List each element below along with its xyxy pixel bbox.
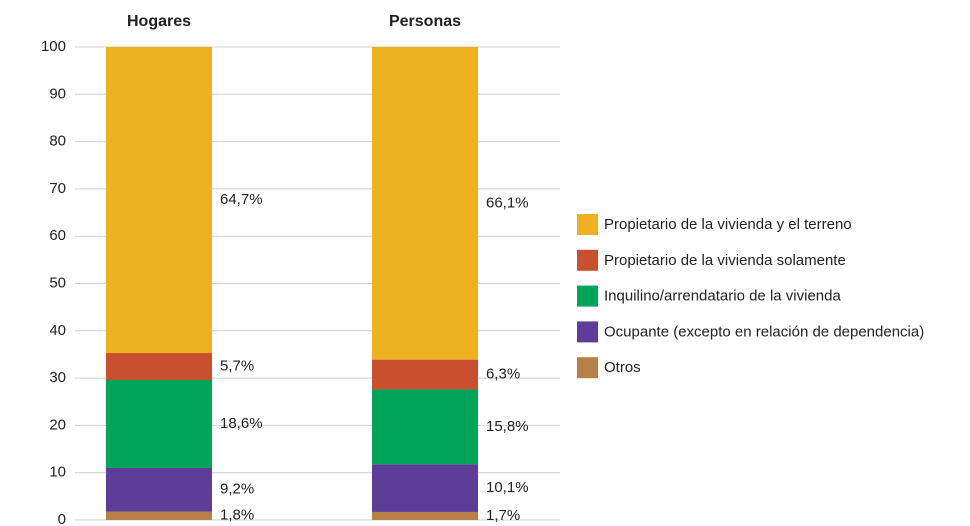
data-label: 1,7%: [486, 507, 520, 524]
bar-segment: [372, 47, 478, 360]
legend-label: Inquilino/arrendatario de la vivienda: [604, 288, 841, 305]
y-tick-label: 10: [49, 464, 66, 481]
category-label: Personas: [389, 13, 461, 30]
data-label: 64,7%: [220, 191, 263, 208]
bar-segment: [106, 379, 212, 468]
y-tick-label: 30: [49, 369, 66, 386]
legend-swatch: [577, 357, 598, 379]
legend-swatch: [577, 321, 598, 343]
legend-swatch: [577, 285, 598, 307]
data-label: 6,3%: [486, 366, 520, 383]
legend-swatch: [577, 214, 598, 235]
bar-segment: [372, 359, 478, 390]
legend-swatch: [577, 249, 598, 271]
data-label: 9,2%: [220, 481, 254, 498]
y-tick-label: 70: [49, 180, 66, 197]
bar-segment: [106, 511, 212, 520]
data-label: 66,1%: [486, 194, 529, 211]
y-tick-label: 60: [49, 227, 66, 244]
data-label: 15,8%: [486, 418, 529, 435]
legend-label: Propietario de la vivienda solamente: [604, 252, 846, 269]
y-tick-label: 100: [41, 38, 66, 55]
bar-segment: [106, 353, 212, 380]
legend-label: Ocupante (excepto en relación de depende…: [604, 323, 924, 340]
bar-segment: [372, 389, 478, 465]
data-label: 1,8%: [220, 507, 254, 524]
y-tick-label: 80: [49, 133, 66, 150]
y-tick-label: 0: [58, 511, 66, 526]
bar-segment: [372, 464, 478, 512]
bar-segment: [106, 47, 212, 354]
bar-segment: [372, 511, 478, 520]
y-tick-label: 40: [49, 322, 66, 339]
data-label: 5,7%: [220, 357, 254, 374]
y-tick-label: 50: [49, 274, 66, 291]
legend-label: Propietario de la vivienda y el terreno: [604, 216, 852, 233]
data-label: 18,6%: [220, 415, 263, 432]
legend-label: Otros: [604, 359, 641, 376]
bar-segment: [106, 467, 212, 512]
y-tick-label: 20: [49, 416, 66, 433]
y-tick-label: 90: [49, 85, 66, 102]
category-label: Hogares: [127, 13, 191, 30]
data-label: 10,1%: [486, 479, 529, 496]
